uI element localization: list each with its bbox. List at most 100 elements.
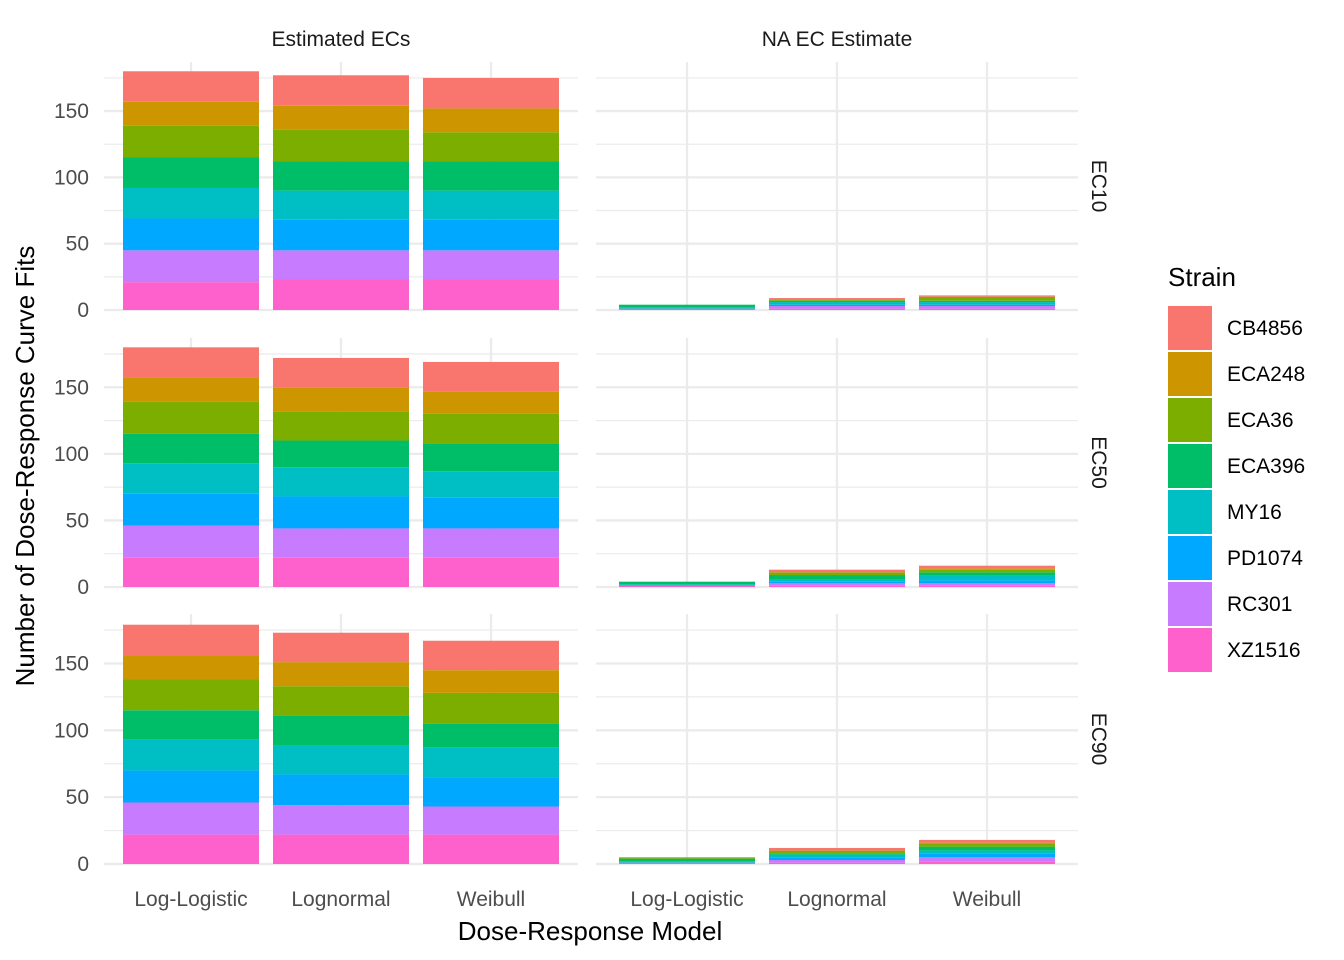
bar-segment-ec50-na-ec-estimate-weibull-rc301 [919,583,1055,586]
bar-segment-ec90-estimated-ecs-lognormal-xz1516 [273,834,409,864]
bar-segment-ec50-na-ec-estimate-lognormal-cb4856 [769,569,905,573]
bar-segment-ec90-estimated-ecs-log-logistic-pd1074 [123,770,259,803]
bar-segment-ec10-na-ec-estimate-weibull-xz1516 [919,308,1055,310]
bar-segment-ec50-na-ec-estimate-weibull-my16 [919,575,1055,581]
bar-segment-ec90-estimated-ecs-lognormal-rc301 [273,805,409,835]
bar-segment-ec50-estimated-ecs-lognormal-eca396 [273,440,409,468]
bar-segment-ec90-estimated-ecs-lognormal-pd1074 [273,774,409,806]
x-tick-label-lognormal: Lognormal [291,888,390,911]
bar-segment-ec50-estimated-ecs-lognormal-cb4856 [273,357,409,388]
bar-segment-ec50-estimated-ecs-log-logistic-eca396 [123,433,259,464]
bar-segment-ec90-na-ec-estimate-log-logistic-my16 [619,861,755,863]
bar-segment-ec50-estimated-ecs-weibull-my16 [423,471,559,498]
x-tick-label-log-logistic: Log-Logistic [134,888,247,911]
bar-segment-ec90-na-ec-estimate-weibull-pd1074 [919,853,1055,858]
panel-ec50-estimated-ecs [104,338,578,589]
y-tick-label: 100 [54,719,89,742]
bar-segment-ec10-estimated-ecs-log-logistic-eca248 [123,101,259,126]
bar-segment-ec10-estimated-ecs-weibull-eca36 [423,132,559,162]
bar-segment-ec10-estimated-ecs-weibull-cb4856 [423,77,559,109]
bar-segment-ec10-na-ec-estimate-lognormal-cb4856 [769,298,905,300]
facet-row-label-ec90: EC90 [1087,713,1110,766]
y-tick-label: 0 [77,576,89,599]
bar-segment-ec90-na-ec-estimate-log-logistic-xz1516 [619,862,755,864]
legend-swatch [1168,398,1212,442]
bar-segment-ec50-estimated-ecs-log-logistic-xz1516 [123,557,259,587]
bar-segment-ec90-na-ec-estimate-lognormal-my16 [769,854,905,858]
bar-segment-ec10-estimated-ecs-weibull-pd1074 [423,219,559,251]
legend-label: XZ1516 [1227,639,1301,662]
bar-segment-ec50-estimated-ecs-log-logistic-eca248 [123,377,259,402]
facet-column-label-estimated-ecs: Estimated ECs [272,28,411,51]
legend-swatch [1168,444,1212,488]
bar-segment-ec50-na-ec-estimate-log-logistic-xz1516 [619,585,755,587]
legend-item-pd1074: PD1074 [1168,536,1303,580]
bar-segment-ec10-na-ec-estimate-weibull-rc301 [919,306,1055,309]
bar-segment-ec50-estimated-ecs-weibull-xz1516 [423,557,559,587]
x-tick-label-lognormal: Lognormal [787,888,886,911]
bar-segment-ec90-na-ec-estimate-weibull-rc301 [919,857,1055,862]
bar-segment-ec90-estimated-ecs-weibull-eca248 [423,670,559,693]
y-tick-label: 100 [54,443,89,466]
bar-segment-ec90-estimated-ecs-log-logistic-eca36 [123,679,259,711]
bar-segment-ec10-estimated-ecs-log-logistic-rc301 [123,250,259,283]
bar-segment-ec10-estimated-ecs-weibull-my16 [423,190,559,220]
bar-segment-ec90-estimated-ecs-weibull-cb4856 [423,640,559,671]
chart-axes: Estimated ECs NA EC Estimate EC10 EC50 EC90 0… [54,28,1110,911]
bar-segment-ec10-na-ec-estimate-weibull-pd1074 [919,304,1055,307]
legend-label: CB4856 [1227,317,1303,340]
bar-segment-ec50-na-ec-estimate-log-logistic-eca396 [619,581,755,585]
bar-segment-ec90-na-ec-estimate-weibull-eca396 [919,846,1055,851]
legend-swatch [1168,490,1212,534]
bar-segment-ec10-estimated-ecs-weibull-rc301 [423,250,559,280]
facet-row-label-ec10: EC10 [1087,160,1110,213]
bar-segment-ec50-estimated-ecs-lognormal-xz1516 [273,557,409,587]
bar-segment-ec50-na-ec-estimate-lognormal-eca36 [769,572,905,576]
legend-swatch [1168,628,1212,672]
bar-segment-ec10-na-ec-estimate-lognormal-my16 [769,302,905,305]
y-tick-label: 0 [77,853,89,876]
bar-segment-ec90-na-ec-estimate-lognormal-pd1074 [769,857,905,860]
bar-segment-ec50-na-ec-estimate-weibull-pd1074 [919,580,1055,584]
facet-row-label-ec50: EC50 [1087,436,1110,489]
bar-segment-ec50-na-ec-estimate-weibull-xz1516 [919,585,1055,587]
chart-panels [104,62,1078,866]
y-tick-label: 50 [66,786,89,809]
bar-segment-ec90-estimated-ecs-lognormal-eca248 [273,662,409,687]
legend-title: Strain [1168,262,1236,292]
bar-segment-ec90-estimated-ecs-log-logistic-xz1516 [123,834,259,864]
legend-label: ECA248 [1227,363,1305,386]
y-tick-label: 150 [54,652,89,675]
bar-segment-ec10-na-ec-estimate-weibull-my16 [919,302,1055,305]
bar-segment-ec90-estimated-ecs-log-logistic-rc301 [123,802,259,835]
legend-item-rc301: RC301 [1168,582,1292,626]
bar-segment-ec10-estimated-ecs-log-logistic-cb4856 [123,71,259,102]
bar-segment-ec50-na-ec-estimate-log-logistic-my16 [619,584,755,586]
x-tick-label-log-logistic: Log-Logistic [630,888,743,911]
bar-segment-ec50-estimated-ecs-log-logistic-pd1074 [123,493,259,526]
y-tick-label: 0 [77,299,89,322]
bar-segment-ec90-estimated-ecs-weibull-eca396 [423,723,559,748]
bar-segment-ec90-estimated-ecs-lognormal-cb4856 [273,632,409,663]
panel-ec90-na-ec-estimate [596,614,1078,866]
x-axis-title: Dose-Response Model [458,916,722,946]
bar-segment-ec10-estimated-ecs-lognormal-pd1074 [273,219,409,251]
y-axis-title: Number of Dose-Response Curve Fits [10,246,40,687]
bar-segment-ec90-na-ec-estimate-weibull-my16 [919,850,1055,854]
bar-segment-ec10-estimated-ecs-weibull-xz1516 [423,279,559,310]
legend-swatch [1168,306,1212,350]
bar-segment-ec50-estimated-ecs-log-logistic-rc301 [123,525,259,558]
y-tick-label: 150 [54,376,89,399]
bar-segment-ec90-estimated-ecs-log-logistic-eca396 [123,710,259,740]
bar-segment-ec90-na-ec-estimate-weibull-cb4856 [919,839,1055,843]
bar-segment-ec10-na-ec-estimate-lognormal-pd1074 [769,304,905,307]
bar-segment-ec90-na-ec-estimate-weibull-eca248 [919,842,1055,844]
panel-ec10-estimated-ecs [104,62,578,312]
bar-segment-ec50-estimated-ecs-weibull-eca248 [423,391,559,414]
bar-segment-ec50-na-ec-estimate-lognormal-eca396 [769,575,905,580]
bar-segment-ec90-estimated-ecs-weibull-eca36 [423,692,559,724]
bar-segment-ec50-estimated-ecs-weibull-pd1074 [423,497,559,529]
y-tick-label: 50 [66,233,89,256]
bar-segment-ec50-estimated-ecs-weibull-rc301 [423,528,559,558]
bar-segment-ec10-na-ec-estimate-lognormal-rc301 [769,306,905,309]
